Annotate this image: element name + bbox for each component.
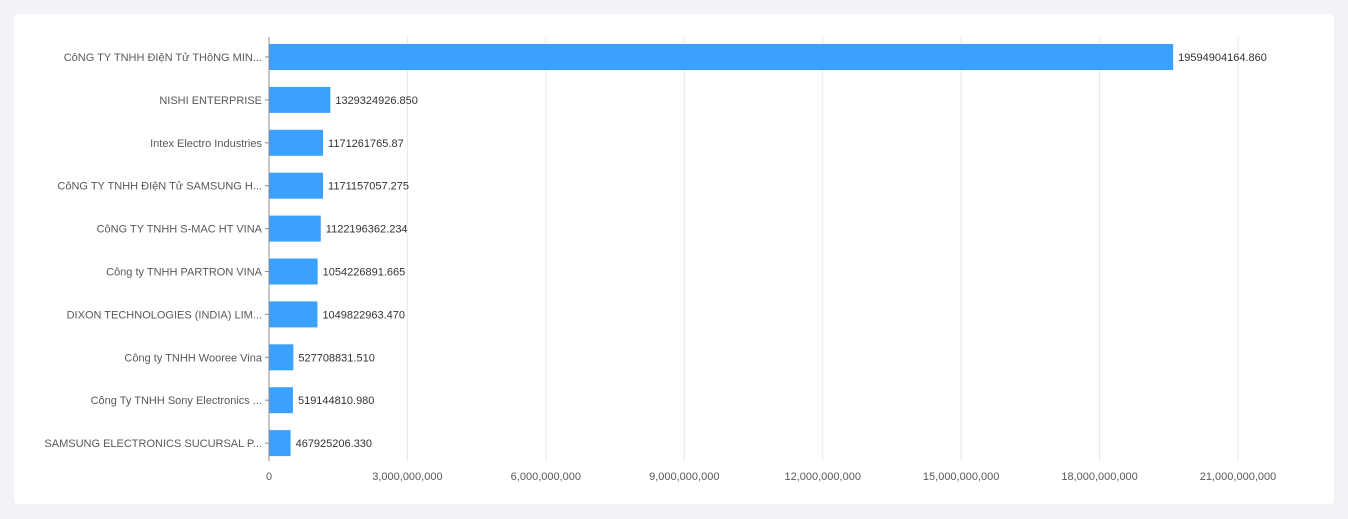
- category-label: DIXON TECHNOLOGIES (INDIA) LIM...: [67, 309, 262, 321]
- category-label: Công Ty TNHH Sony Electronics ...: [91, 395, 262, 407]
- x-tick-label: 15,000,000,000: [923, 471, 999, 483]
- bar[interactable]: [269, 387, 293, 414]
- category-label: Công ty TNHH PARTRON VINA: [106, 267, 263, 279]
- value-label: 527708831.510: [298, 352, 374, 364]
- bar[interactable]: [269, 172, 324, 199]
- x-tick-label: 3,000,000,000: [372, 471, 442, 483]
- bar[interactable]: [269, 86, 331, 113]
- value-label: 19594904164.860: [1178, 52, 1267, 64]
- bar-chart: 19594904164.860 1329324926.850 1171261765.…: [44, 37, 1276, 483]
- category-label: Công ty TNHH Wooree Vina: [124, 352, 262, 364]
- value-label: 1171157057.275: [328, 181, 409, 193]
- bar[interactable]: [269, 215, 321, 242]
- value-label: 519144810.980: [298, 395, 374, 407]
- category-label: SAMSUNG ELECTRONICS SUCURSAL P...: [44, 438, 262, 450]
- x-tick-label: 18,000,000,000: [1061, 471, 1137, 483]
- category-label: Intex Electro Industries: [150, 138, 262, 150]
- bar[interactable]: [269, 129, 324, 156]
- bar[interactable]: [269, 258, 318, 285]
- category-label: NISHI ENTERPRISE: [159, 95, 262, 107]
- bars: 19594904164.860 1329324926.850 1171261765.…: [269, 44, 1267, 457]
- x-tick-label: 6,000,000,000: [511, 471, 581, 483]
- value-label: 467925206.330: [296, 438, 372, 450]
- category-label: CôNG TY TNHH S-MAC HT VINA: [97, 224, 263, 236]
- value-label: 1054226891.665: [323, 267, 406, 279]
- value-label: 1049822963.470: [322, 309, 405, 321]
- value-label: 1171261765.87: [328, 138, 404, 150]
- bar[interactable]: [269, 301, 318, 328]
- x-tick-label: 0: [266, 471, 272, 483]
- bar[interactable]: [269, 344, 294, 371]
- value-label: 1329324926.850: [335, 95, 418, 107]
- x-tick-label: 21,000,000,000: [1200, 471, 1276, 483]
- x-tick-label: 9,000,000,000: [649, 471, 719, 483]
- x-tick-label: 12,000,000,000: [784, 471, 860, 483]
- axes: 0 3,000,000,000 6,000,000,000 9,000,000,000…: [44, 37, 1276, 483]
- category-label: CôNG TY TNHH ĐIệN Tử THôNG MIN...: [64, 52, 262, 64]
- value-label: 1122196362.234: [326, 224, 408, 236]
- chart-card: 19594904164.860 1329324926.850 1171261765.…: [14, 14, 1334, 504]
- grid-lines: [406, 37, 1239, 461]
- bar[interactable]: [269, 430, 291, 457]
- category-label: CôNG TY TNHH ĐIệN Tử SAMSUNG H...: [57, 181, 262, 193]
- bar[interactable]: [269, 44, 1174, 70]
